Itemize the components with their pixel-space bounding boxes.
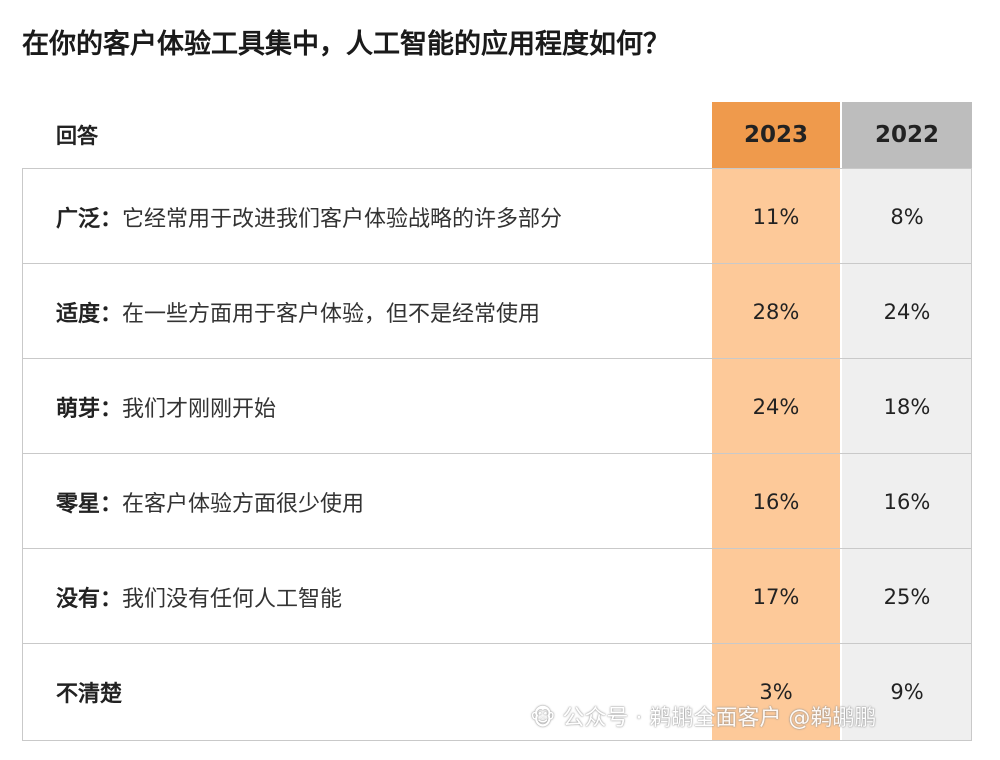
row-label: 适度： 在一些方面用于客户体验，但不是经常使用	[56, 264, 540, 359]
row-description: 在一些方面用于客户体验，但不是经常使用	[122, 301, 541, 327]
row-label: 不清楚	[56, 644, 122, 739]
row-category: 适度：	[56, 301, 123, 327]
cell-2023: 24%	[752, 394, 800, 419]
row-category: 不清楚	[56, 681, 123, 707]
cell-2023: 16%	[752, 489, 800, 514]
cell-2023: 11%	[752, 204, 800, 229]
row-description: 在客户体验方面很少使用	[122, 491, 365, 517]
watermark: 🐵 公众号 · 鹈鹕全面客户 @鹈鹕鹏	[530, 706, 877, 731]
column-2023-background	[712, 102, 840, 740]
row-description: 我们没有任何人工智能	[122, 586, 343, 612]
cell-2022: 9%	[890, 679, 924, 704]
header-2023: 2023	[712, 102, 840, 168]
table-row: 没有： 我们没有任何人工智能 17% 25%	[22, 548, 972, 643]
header-2022: 2022	[842, 102, 972, 168]
data-table: 回答 2023 2022 广泛： 它经常用于改进我们客户体验战略的许多部分 11% 8…	[22, 102, 972, 741]
column-2022-background	[842, 102, 972, 740]
row-category: 广泛：	[56, 206, 123, 232]
row-category: 萌芽：	[56, 396, 123, 422]
row-category: 没有：	[56, 586, 123, 612]
row-label: 没有： 我们没有任何人工智能	[56, 549, 342, 644]
table-row: 广泛： 它经常用于改进我们客户体验战略的许多部分 11% 8%	[22, 168, 972, 263]
chart-title: 在你的客户体验工具集中，人工智能的应用程度如何？	[22, 29, 670, 60]
row-label: 零星： 在客户体验方面很少使用	[56, 454, 364, 549]
row-description: 我们才刚刚开始	[122, 396, 277, 422]
table-row: 适度： 在一些方面用于客户体验，但不是经常使用 28% 24%	[22, 263, 972, 358]
cell-2022: 24%	[883, 299, 931, 324]
row-label: 萌芽： 我们才刚刚开始	[56, 359, 276, 454]
table-row: 萌芽： 我们才刚刚开始 24% 18%	[22, 358, 972, 453]
cell-2023: 28%	[752, 299, 800, 324]
cell-2023: 3%	[759, 679, 793, 704]
row-label: 广泛： 它经常用于改进我们客户体验战略的许多部分	[56, 169, 562, 264]
row-description: 它经常用于改进我们客户体验战略的许多部分	[122, 206, 563, 232]
cell-2022: 8%	[890, 204, 924, 229]
table-row: 不清楚 3% 9%	[22, 643, 972, 738]
header-answer: 回答	[56, 124, 98, 148]
row-category: 零星：	[56, 491, 123, 517]
cell-2023: 17%	[752, 584, 800, 609]
cell-2022: 18%	[883, 394, 931, 419]
table-row: 零星： 在客户体验方面很少使用 16% 16%	[22, 453, 972, 548]
cell-2022: 16%	[883, 489, 931, 514]
cell-2022: 25%	[883, 584, 931, 609]
